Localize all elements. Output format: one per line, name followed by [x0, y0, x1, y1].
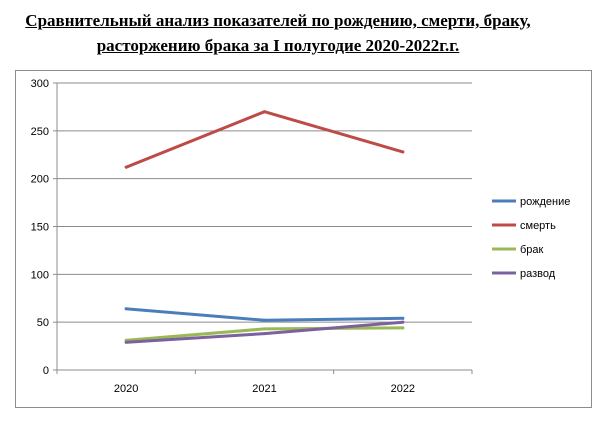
- y-tick-label-150: 150: [31, 222, 49, 234]
- data-point-2-2021: [263, 110, 266, 114]
- legend-label-3: брак: [520, 244, 544, 256]
- y-tick-label-50: 50: [37, 317, 49, 329]
- chart-title: Сравнительный анализ показателей по рожд…: [0, 8, 556, 58]
- y-tick-label-200: 200: [31, 174, 49, 186]
- y-tick-label-0: 0: [43, 365, 49, 377]
- y-tick-label-100: 100: [31, 269, 49, 281]
- chart-title-line-2: расторжению брака за I полугодие 2020-20…: [96, 36, 460, 55]
- legend-label-4: развод: [520, 268, 556, 280]
- data-point-1-2021: [263, 318, 266, 322]
- data-point-4-2022: [401, 320, 405, 324]
- x-tick-label-2021: 2021: [252, 383, 276, 395]
- chart-frame: [15, 70, 592, 408]
- data-point-1-2022: [401, 316, 405, 320]
- data-point-2-2022: [401, 150, 405, 154]
- series-line-2: [124, 110, 405, 169]
- chart-title-line-1: Сравнительный анализ показателей по рожд…: [25, 11, 531, 30]
- data-point-4-2021: [263, 332, 266, 336]
- data-point-4-2020: [124, 340, 128, 344]
- data-point-2-2020: [124, 165, 128, 169]
- y-tick-label-250: 250: [31, 126, 49, 138]
- data-point-1-2020: [124, 307, 128, 311]
- legend-label-2: смерть: [520, 220, 556, 232]
- x-tick-label-2020: 2020: [114, 383, 138, 395]
- series-line-1: [124, 307, 405, 322]
- y-tick-label-300: 300: [31, 78, 49, 90]
- legend-label-1: рождение: [520, 196, 570, 208]
- x-tick-label-2022: 2022: [391, 383, 415, 395]
- data-point-3-2021: [263, 327, 266, 331]
- data-point-3-2022: [401, 326, 405, 330]
